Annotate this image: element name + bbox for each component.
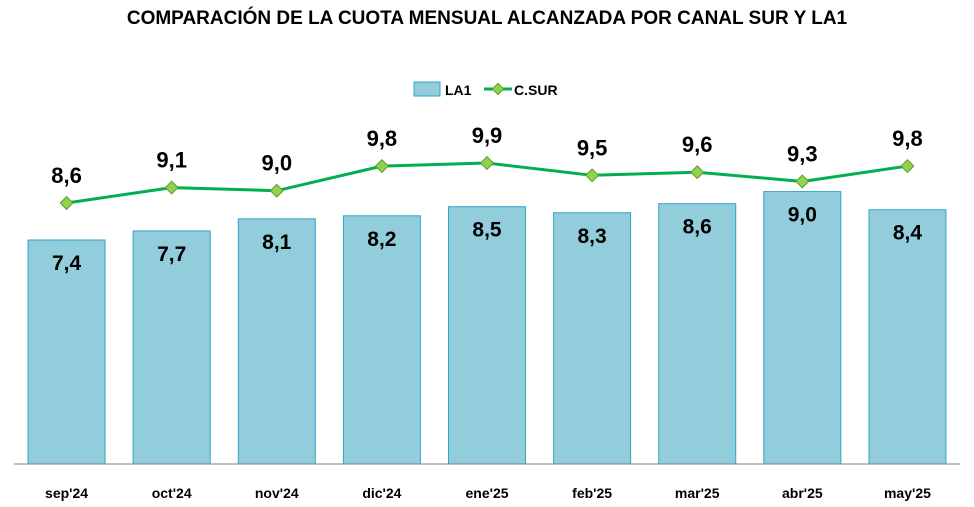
- line-data-label: 9,5: [577, 135, 608, 160]
- line-point-csur: [795, 174, 810, 189]
- bar-la1: [448, 206, 526, 465]
- line-data-label: 9,8: [367, 126, 398, 151]
- bar-la1: [658, 203, 737, 465]
- x-tick-label: dic'24: [362, 485, 401, 501]
- bar-data-label: 7,4: [52, 252, 82, 275]
- legend: LA1 C.SUR: [413, 81, 558, 98]
- x-tick-label: mar'25: [675, 485, 720, 501]
- line-point-csur: [374, 159, 389, 174]
- x-tick-label: sep'24: [45, 485, 88, 501]
- legend-csur-label: C.SUR: [514, 82, 558, 98]
- x-tick-label: ene'25: [465, 485, 508, 501]
- bar-data-label: 8,4: [893, 222, 923, 245]
- x-tick-label: feb'25: [572, 485, 612, 501]
- line-data-label: 9,0: [261, 151, 292, 176]
- x-axis-tick-labels: sep'24 oct'24 nov'24 dic'24 ene'25 feb'25 mar'…: [45, 485, 931, 501]
- line-point-csur: [585, 168, 600, 183]
- line-point-csur: [690, 165, 705, 180]
- legend-csur-marker: [491, 82, 505, 96]
- bar-data-label: 8,2: [367, 228, 396, 251]
- bar-la1: [763, 191, 842, 465]
- bar-la1: [132, 230, 211, 465]
- line-series-csur: [59, 155, 915, 211]
- legend-la1-label: LA1: [445, 82, 472, 98]
- chart-title: COMPARACIÓN DE LA CUOTA MENSUAL ALCANZAD…: [127, 7, 848, 29]
- bar-data-label: 8,1: [262, 231, 292, 254]
- line-point-csur: [59, 195, 74, 211]
- x-tick-label: may'25: [884, 485, 931, 501]
- bar-la1: [553, 212, 632, 465]
- line-data-label: 9,1: [156, 148, 187, 173]
- bar-data-label: 8,5: [472, 219, 502, 242]
- bar-la1: [868, 209, 947, 465]
- x-tick-label: oct'24: [152, 485, 192, 501]
- legend-la1-swatch: [413, 81, 441, 97]
- x-tick-label: nov'24: [255, 485, 299, 501]
- data-labels: 7,4 7,7 8,1 8,2 8,5 8,3 8,6 9,0 8,4 8,6 9,1 9,0 9,8 9…: [51, 123, 922, 275]
- bar-series-la1: [27, 191, 947, 465]
- line-data-label: 9,8: [892, 126, 923, 151]
- line-data-label: 9,9: [472, 123, 503, 148]
- line-data-label: 8,6: [51, 163, 82, 188]
- bar-la1: [237, 218, 316, 465]
- x-tick-label: abr'25: [782, 485, 823, 501]
- bar-data-label: 8,6: [683, 216, 712, 239]
- bar-data-label: 7,7: [157, 243, 186, 266]
- bar-la1: [342, 215, 421, 465]
- line-data-label: 9,3: [787, 141, 818, 166]
- line-point-csur: [269, 183, 284, 198]
- line-data-label: 9,6: [682, 132, 713, 157]
- bar-data-label: 9,0: [788, 204, 817, 227]
- bar-data-label: 8,3: [578, 225, 607, 248]
- line-point-csur: [479, 155, 495, 171]
- line-point-csur: [164, 180, 179, 195]
- line-point-csur: [900, 159, 915, 174]
